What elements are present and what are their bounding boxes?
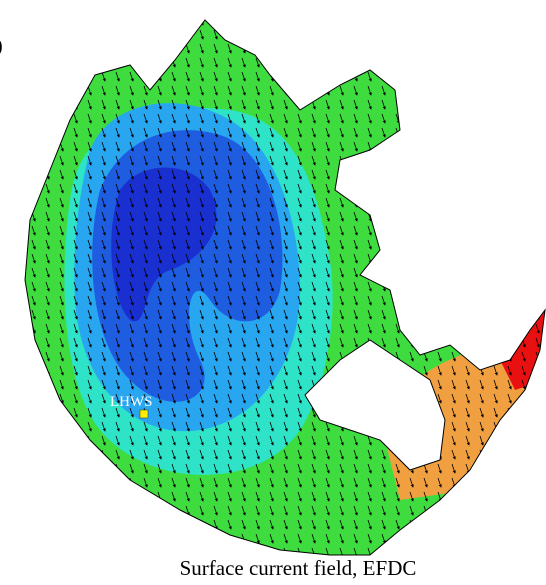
panel-label: ) [0, 35, 3, 57]
land-peninsula [304, 339, 446, 471]
shoreline [24, 19, 546, 556]
station-marker [139, 409, 149, 419]
station-label: LHWS [110, 394, 153, 410]
caption: Surface current field, EFDC [180, 556, 417, 580]
